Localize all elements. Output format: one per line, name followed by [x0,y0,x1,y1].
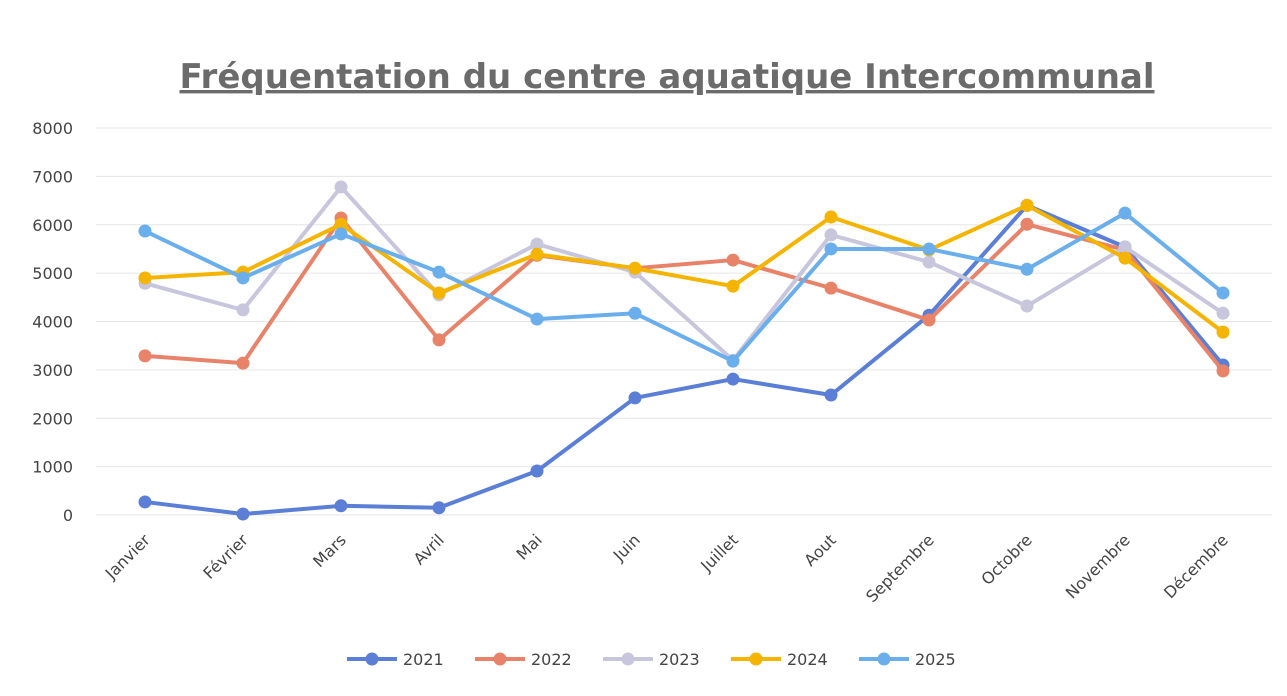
data-point [334,180,348,194]
data-point [824,388,838,402]
data-point [1216,364,1230,378]
y-tick-label: 6000 [32,216,73,235]
data-point [138,271,152,285]
legend-marker [877,652,891,666]
legend-label: 2023 [659,650,700,669]
data-point [1020,217,1034,231]
y-tick-label: 1000 [32,458,73,477]
data-point [1020,299,1034,313]
data-point [726,253,740,267]
data-point [628,306,642,320]
series-line [144,185,1225,363]
data-point [922,313,936,327]
data-point [1118,240,1132,254]
data-point [824,281,838,295]
y-tick-label: 8000 [32,119,73,138]
data-point [1020,198,1034,212]
legend-label: 2022 [531,650,572,669]
data-point [432,286,446,300]
data-point [138,349,152,363]
x-tick-label: Décembre [1160,530,1232,602]
data-point [824,228,838,242]
x-tick-label: Octobre [977,530,1035,588]
x-tick-label: Mars [309,530,350,571]
legend-label: 2021 [403,650,444,669]
y-tick-label: 7000 [32,167,73,186]
legend-marker [493,652,507,666]
series-line [144,211,1225,364]
data-point [432,501,446,515]
data-point [1216,286,1230,300]
data-point [530,312,544,326]
data-point [530,247,544,261]
x-tick-label: Novembre [1062,530,1134,602]
data-point [1118,206,1132,220]
data-point [138,224,152,238]
data-point [1020,262,1034,276]
legend-label: 2024 [787,650,828,669]
legend-marker [621,652,635,666]
data-point [432,265,446,279]
data-point [138,495,152,509]
legend-marker [365,652,379,666]
data-point [1118,251,1132,265]
data-point [530,464,544,478]
x-tick-label: Janvier [101,530,154,583]
y-tick-label: 2000 [32,409,73,428]
data-point [236,507,250,521]
data-point [432,333,446,347]
data-point [334,217,348,231]
legend-marker [749,652,763,666]
data-point [726,279,740,293]
data-point [628,391,642,405]
data-point [236,303,250,317]
x-tick-label: Février [199,530,252,583]
chart-title: Fréquentation du centre aquatique Interc… [180,57,1155,97]
data-point [236,356,250,370]
data-point [922,242,936,256]
y-tick-label: 0 [63,506,73,525]
y-tick-label: 4000 [32,313,73,332]
x-tick-label: Juin [609,530,644,565]
x-tick-label: Juillet [696,530,741,575]
data-point [922,255,936,269]
y-tick-label: 3000 [32,361,73,380]
y-tick-label: 5000 [32,264,73,283]
x-tick-label: Aout [800,530,840,570]
data-point [824,242,838,256]
data-point [824,210,838,224]
data-point [236,271,250,285]
data-point [628,261,642,275]
data-point [1216,306,1230,320]
data-point [726,354,740,368]
series-line [144,203,1225,334]
data-point [530,237,544,251]
x-tick-label: Avril [410,530,448,568]
x-tick-label: Septembre [862,530,938,606]
data-point [334,227,348,241]
data-point [726,372,740,386]
data-point [334,499,348,513]
legend-label: 2025 [915,650,956,669]
data-point [1216,325,1230,339]
x-tick-label: Mai [513,530,546,563]
